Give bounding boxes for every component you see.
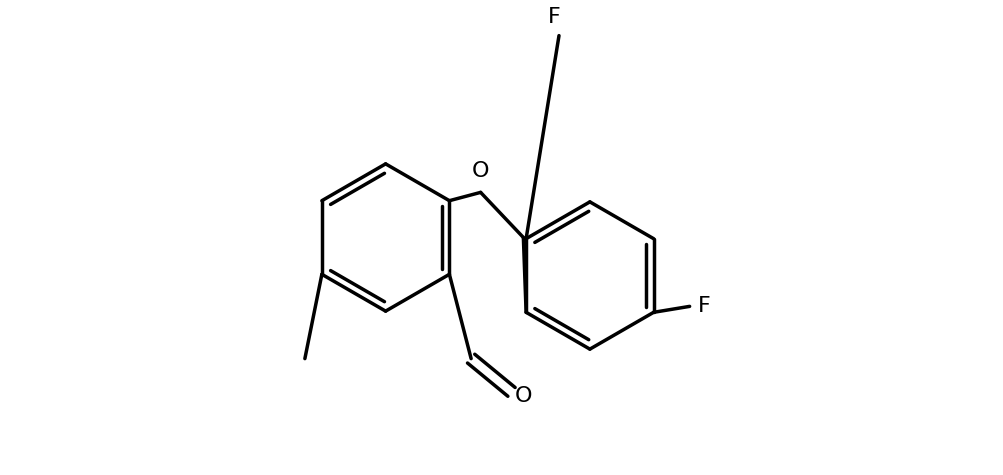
Text: O: O	[515, 386, 532, 406]
Text: F: F	[548, 7, 560, 27]
Text: F: F	[697, 296, 709, 316]
Text: O: O	[471, 161, 488, 181]
